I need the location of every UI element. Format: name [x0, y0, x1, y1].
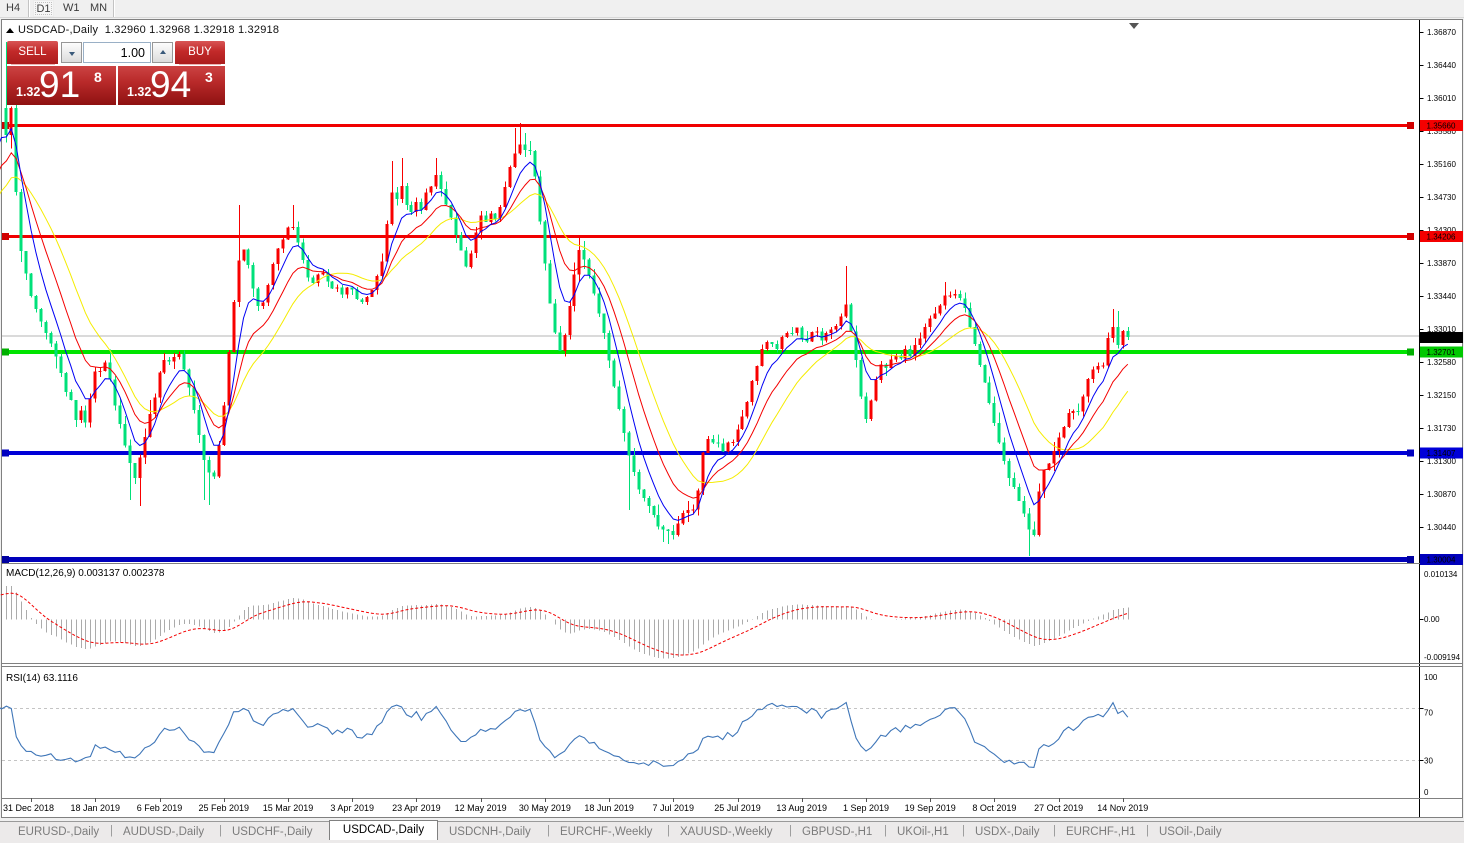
- svg-text:1.36440: 1.36440: [1427, 61, 1456, 70]
- svg-text:23 Apr 2019: 23 Apr 2019: [392, 803, 441, 813]
- svg-text:1 Sep 2019: 1 Sep 2019: [843, 803, 889, 813]
- svg-text:18 Jan 2019: 18 Jan 2019: [71, 803, 121, 813]
- svg-text:1.32150: 1.32150: [1427, 391, 1456, 400]
- svg-text:1.36010: 1.36010: [1427, 94, 1456, 103]
- svg-text:1.31300: 1.31300: [1427, 457, 1456, 466]
- svg-text:MACD(12,26,9) 0.003137 0.00237: MACD(12,26,9) 0.003137 0.002378: [6, 568, 165, 579]
- svg-text:RSI(14) 63.1116: RSI(14) 63.1116: [6, 673, 78, 684]
- svg-text:12 May 2019: 12 May 2019: [455, 803, 507, 813]
- svg-text:1.30440: 1.30440: [1427, 523, 1456, 532]
- svg-text:19 Sep 2019: 19 Sep 2019: [905, 803, 956, 813]
- svg-text:1.30870: 1.30870: [1427, 490, 1456, 499]
- svg-text:1.35580: 1.35580: [1427, 127, 1456, 136]
- svg-text:1.35660: 1.35660: [1427, 121, 1456, 130]
- svg-text:18 Jun 2019: 18 Jun 2019: [584, 803, 634, 813]
- svg-text:1.31407: 1.31407: [1427, 449, 1456, 458]
- svg-text:25 Feb 2019: 25 Feb 2019: [199, 803, 250, 813]
- svg-text:0.00: 0.00: [1424, 615, 1440, 624]
- svg-text:-0.009194: -0.009194: [1424, 653, 1461, 662]
- svg-text:3 Apr 2019: 3 Apr 2019: [330, 803, 374, 813]
- svg-text:8 Oct 2019: 8 Oct 2019: [972, 803, 1016, 813]
- svg-text:31 Dec 2018: 31 Dec 2018: [3, 803, 54, 813]
- svg-text:1.34300: 1.34300: [1427, 226, 1456, 235]
- svg-text:27 Oct 2019: 27 Oct 2019: [1034, 803, 1083, 813]
- svg-text:30: 30: [1424, 757, 1433, 766]
- svg-text:1.31730: 1.31730: [1427, 424, 1456, 433]
- svg-text:7 Jul 2019: 7 Jul 2019: [653, 803, 695, 813]
- svg-text:0.010134: 0.010134: [1424, 570, 1458, 579]
- svg-text:1.34730: 1.34730: [1427, 193, 1456, 202]
- svg-text:15 Mar 2019: 15 Mar 2019: [263, 803, 314, 813]
- svg-text:1.30004: 1.30004: [1427, 555, 1456, 564]
- svg-text:1.34206: 1.34206: [1427, 232, 1456, 241]
- svg-text:100: 100: [1424, 673, 1438, 682]
- svg-text:1.35160: 1.35160: [1427, 160, 1456, 169]
- svg-text:13 Aug 2019: 13 Aug 2019: [776, 803, 827, 813]
- svg-text:14 Nov 2019: 14 Nov 2019: [1097, 803, 1148, 813]
- svg-text:30 May 2019: 30 May 2019: [519, 803, 571, 813]
- svg-text:1.32701: 1.32701: [1427, 348, 1456, 357]
- svg-text:70: 70: [1424, 709, 1433, 718]
- svg-text:1.32918: 1.32918: [1427, 333, 1456, 342]
- svg-text:1.33010: 1.33010: [1427, 325, 1456, 334]
- svg-text:0: 0: [1424, 788, 1429, 797]
- svg-text:1.33440: 1.33440: [1427, 292, 1456, 301]
- svg-text:25 Jul 2019: 25 Jul 2019: [714, 803, 761, 813]
- svg-text:1.36870: 1.36870: [1427, 28, 1456, 37]
- svg-text:1.33870: 1.33870: [1427, 259, 1456, 268]
- svg-text:6 Feb 2019: 6 Feb 2019: [137, 803, 183, 813]
- svg-text:1.32580: 1.32580: [1427, 358, 1456, 367]
